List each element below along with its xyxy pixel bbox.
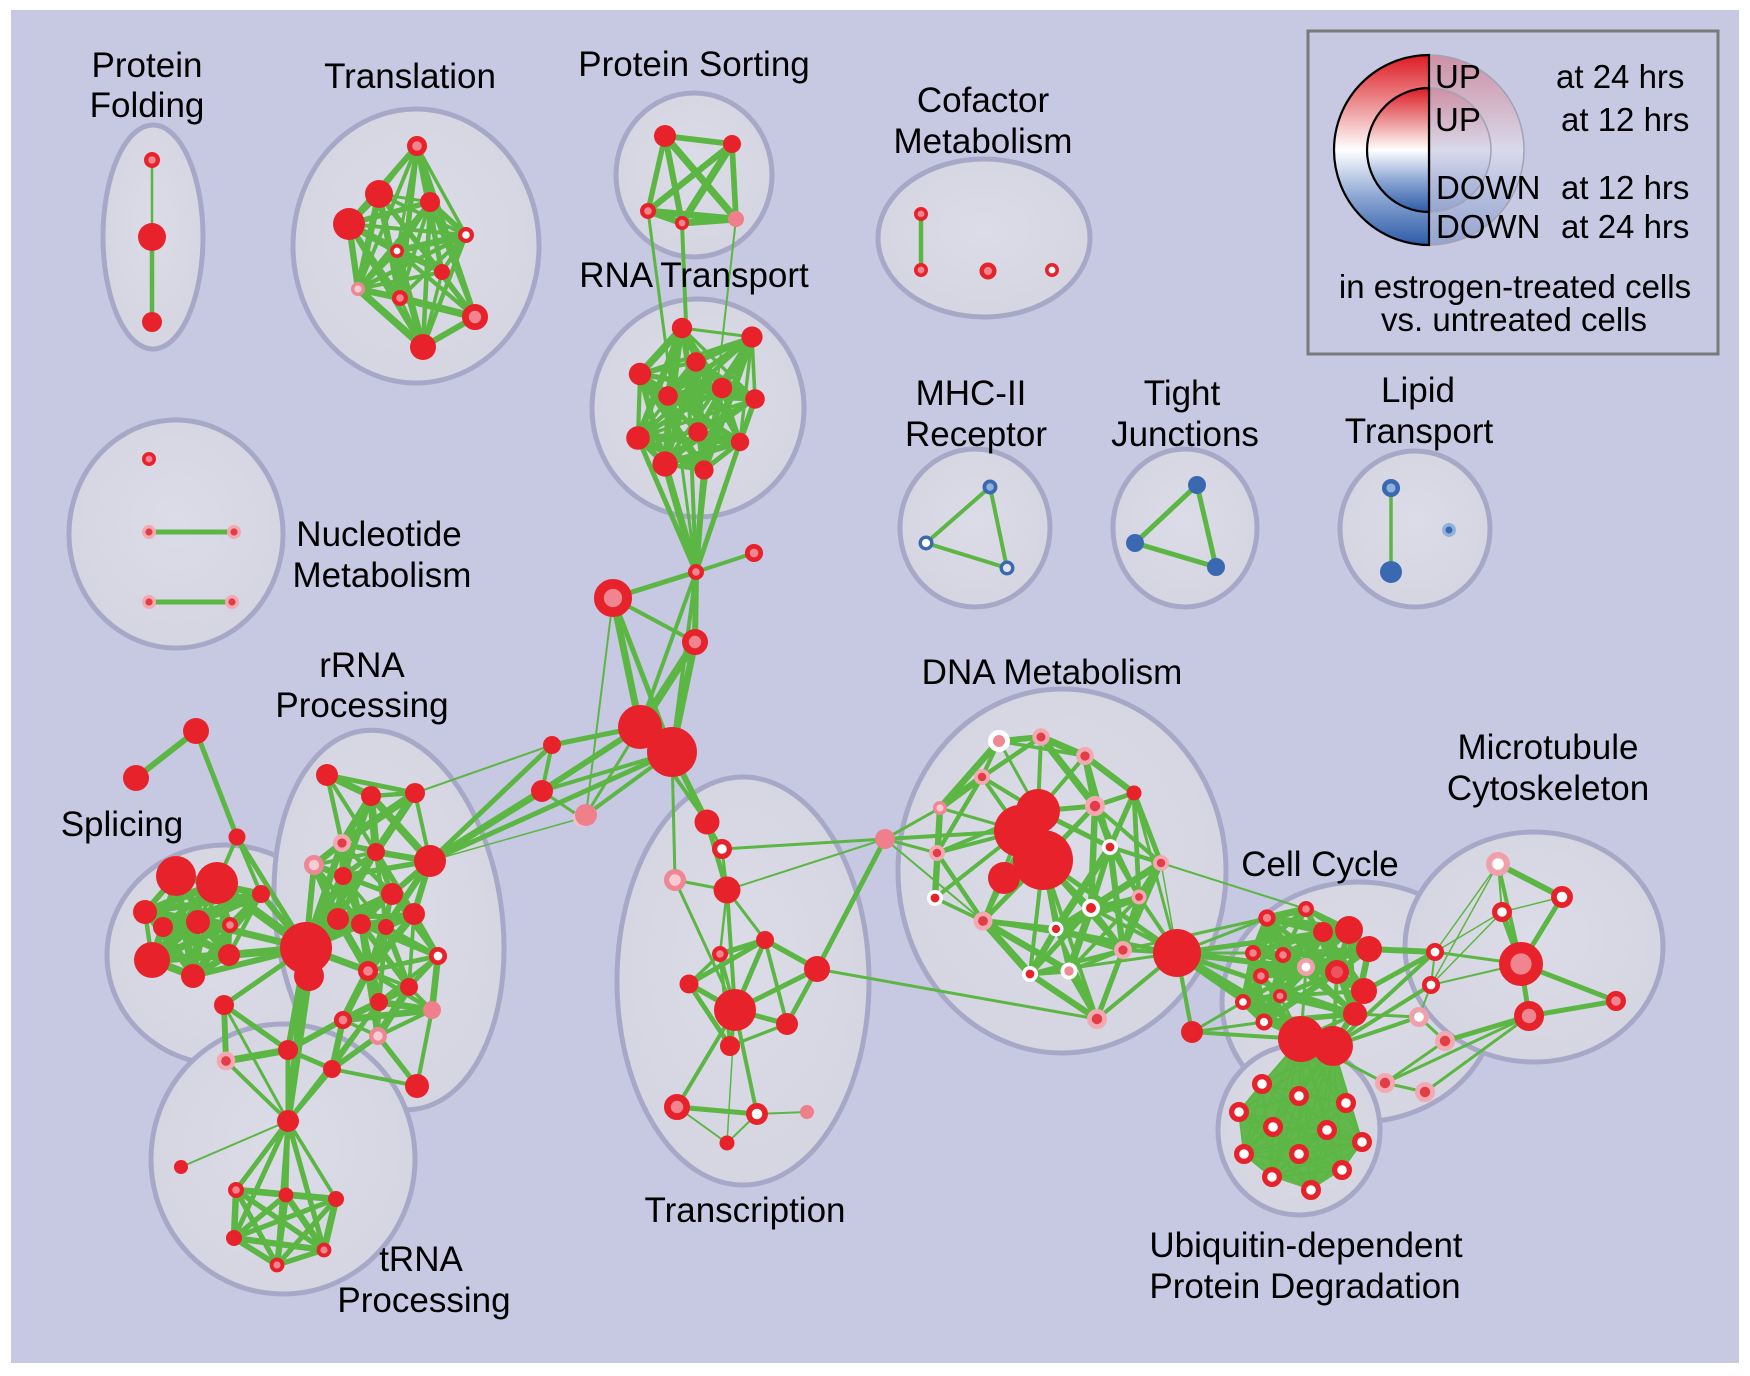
svg-text:Folding: Folding [90,86,205,125]
svg-text:DOWN: DOWN [1436,169,1540,206]
svg-text:Processing: Processing [275,686,448,725]
svg-text:Metabolism: Metabolism [894,122,1073,161]
svg-text:Microtubule: Microtubule [1458,728,1639,767]
svg-text:Junctions: Junctions [1111,415,1259,454]
svg-text:Protein Degradation: Protein Degradation [1149,1267,1460,1306]
svg-text:Transcription: Transcription [645,1191,846,1230]
svg-text:Nucleotide: Nucleotide [296,515,461,554]
svg-text:UP: UP [1435,58,1481,95]
svg-text:at 24 hrs: at 24 hrs [1561,208,1689,245]
svg-text:Processing: Processing [337,1281,510,1320]
svg-text:rRNA: rRNA [319,646,405,685]
svg-text:vs. untreated cells: vs. untreated cells [1381,301,1647,338]
svg-text:Cell Cycle: Cell Cycle [1241,845,1399,884]
svg-text:Tight: Tight [1144,374,1221,413]
svg-text:Protein: Protein [92,46,203,85]
svg-text:UP: UP [1435,101,1481,138]
svg-text:tRNA: tRNA [379,1240,463,1279]
svg-text:RNA Transport: RNA Transport [579,256,809,295]
svg-text:Receptor: Receptor [905,415,1047,454]
svg-text:DNA Metabolism: DNA Metabolism [922,653,1183,692]
svg-text:DOWN: DOWN [1436,208,1540,245]
svg-text:Metabolism: Metabolism [293,556,472,595]
svg-text:Cofactor: Cofactor [917,81,1050,120]
svg-text:Protein Sorting: Protein Sorting [578,45,810,84]
svg-text:Translation: Translation [324,57,496,96]
svg-text:in estrogen-treated cells: in estrogen-treated cells [1339,268,1691,305]
svg-text:at 24 hrs: at 24 hrs [1556,58,1684,95]
svg-text:Cytoskeleton: Cytoskeleton [1447,769,1649,808]
svg-text:Lipid: Lipid [1381,371,1455,410]
svg-text:at 12 hrs: at 12 hrs [1561,169,1689,206]
svg-text:Splicing: Splicing [61,805,184,844]
svg-text:Transport: Transport [1345,412,1494,451]
svg-text:Ubiquitin-dependent: Ubiquitin-dependent [1149,1226,1463,1265]
svg-text:MHC-II: MHC-II [916,374,1027,413]
svg-text:at 12 hrs: at 12 hrs [1561,101,1689,138]
